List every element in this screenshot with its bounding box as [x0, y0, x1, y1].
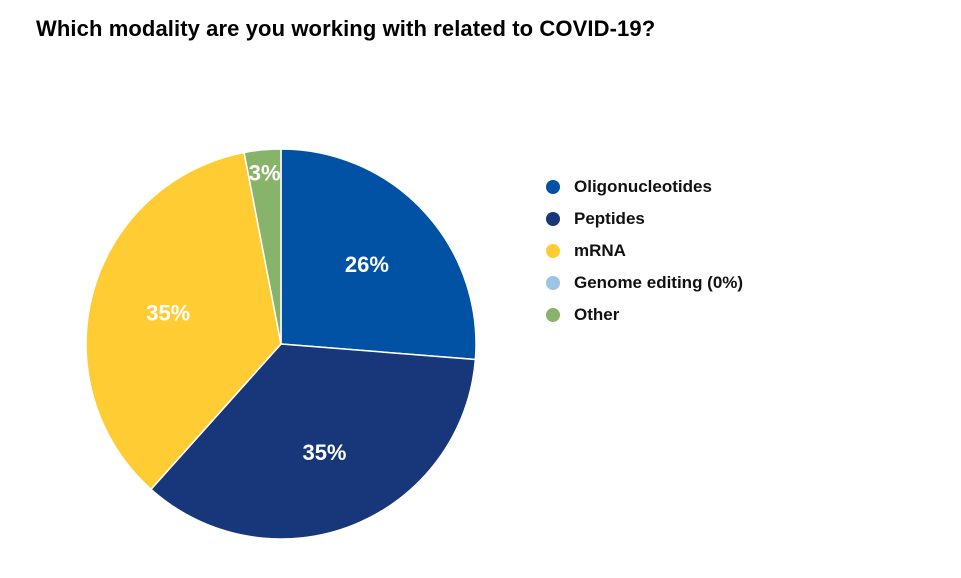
pie-slice-peptides	[149, 343, 477, 540]
pie-slice-other	[243, 148, 282, 345]
pie-slice-mrna	[85, 151, 282, 491]
legend-item-other: Other	[546, 299, 743, 331]
legend-label: Peptides	[574, 209, 645, 228]
legend-swatch-icon	[546, 276, 560, 290]
legend-item-mrna: mRNA	[546, 235, 743, 267]
legend-label: mRNA	[574, 241, 626, 260]
legend-swatch-icon	[546, 180, 560, 194]
chart-title: Which modality are you working with rela…	[36, 16, 656, 41]
legend-swatch-icon	[546, 308, 560, 322]
slice-label-oligonucleotides: 26%	[345, 252, 389, 277]
legend-label: Oligonucleotides	[574, 177, 712, 196]
legend-item-peptides: Peptides	[546, 203, 743, 235]
legend-item-genome-editing: Genome editing (0%)	[546, 267, 743, 299]
pie-slice-labels: 26% 35% 35% 3%	[146, 161, 389, 465]
legend: Oligonucleotides Peptides mRNA Genome editi…	[546, 171, 743, 331]
legend-item-oligonucleotides: Oligonucleotides	[546, 171, 743, 203]
legend-label: Other	[574, 305, 620, 324]
legend-swatch-icon	[546, 212, 560, 226]
pie-slices	[85, 148, 477, 540]
legend-swatch-icon	[546, 244, 560, 258]
slice-label-mrna: 35%	[146, 300, 190, 325]
slice-label-peptides: 35%	[302, 440, 346, 465]
pie-slice-oligonucleotides	[280, 148, 477, 361]
legend-label: Genome editing (0%)	[574, 273, 744, 292]
slice-label-other: 3%	[249, 161, 281, 186]
